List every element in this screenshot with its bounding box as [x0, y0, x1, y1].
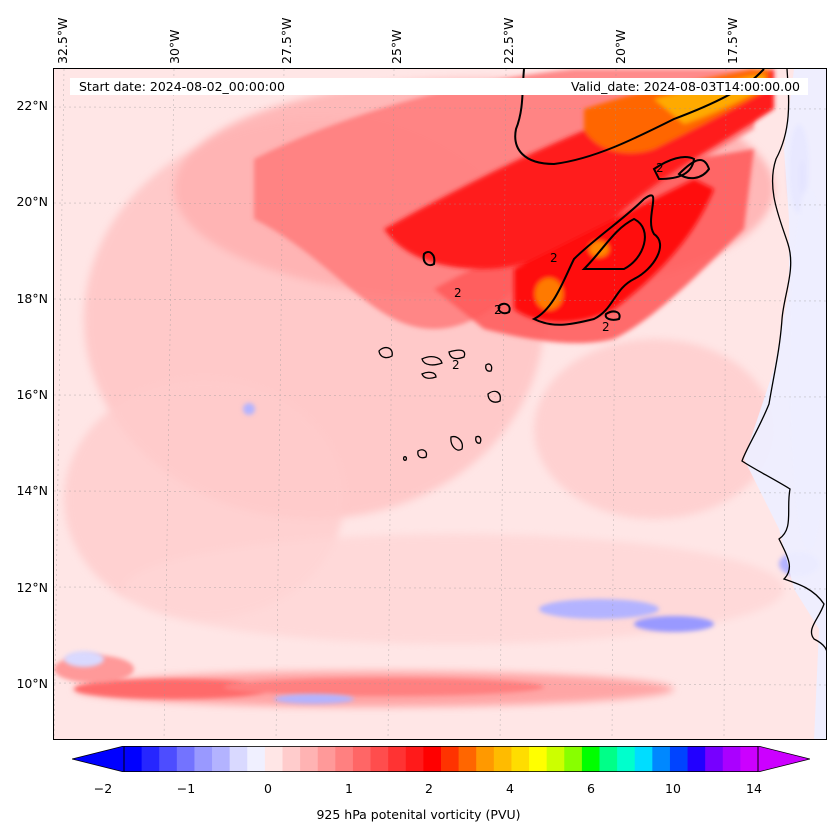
colorbar-cell	[141, 746, 160, 772]
colorbar-cells	[124, 746, 759, 772]
contour-label: 2	[494, 303, 502, 317]
colorbar-tick: −1	[176, 781, 196, 796]
lat-label-10n: 10°N	[16, 676, 48, 691]
colorbar-tick: 14	[746, 781, 762, 796]
colorbar-cell	[687, 746, 706, 772]
lat-label-14n: 14°N	[16, 483, 48, 498]
colorbar-cell	[264, 746, 284, 772]
lat-label-22n: 22°N	[16, 98, 48, 113]
lon-label-27-5w: 27.5°W	[279, 17, 294, 64]
colorbar-tick: −2	[93, 781, 113, 796]
lon-label-22-5w: 22.5°W	[501, 17, 516, 64]
cape-verde-islands	[378, 346, 501, 461]
colorbar-cell	[159, 746, 178, 772]
colorbar-cell	[352, 746, 372, 772]
colorbar-cell	[194, 746, 213, 772]
lon-label-32-5w: 32.5°W	[55, 17, 70, 64]
lon-label-30w: 30°W	[167, 29, 182, 64]
colorbar-cell	[335, 746, 354, 772]
contour-label: 2	[452, 358, 460, 372]
colorbar-cell	[388, 746, 407, 772]
colorbar-min-arrow	[72, 746, 125, 772]
colorbar-cell	[493, 746, 513, 772]
lon-label-25w: 25°W	[389, 29, 404, 64]
colorbar-label: 925 hPa potenital vorticity (PVU)	[316, 807, 521, 822]
colorbar-cell	[458, 746, 477, 772]
colorbar-cell	[511, 746, 530, 772]
contour-label: 2	[454, 286, 462, 300]
lat-label-16n: 16°N	[16, 387, 48, 402]
colorbar-cell	[441, 746, 460, 772]
colorbar-cell	[370, 746, 389, 772]
colorbar-cell	[317, 746, 336, 772]
colorbar-cell	[423, 746, 442, 772]
colorbar-cell	[652, 746, 671, 772]
colorbar-cell	[599, 746, 618, 772]
pv-field: 2 2 2 2 2 2	[54, 69, 826, 739]
colorbar-outline	[123, 746, 759, 772]
lat-label-18n: 18°N	[16, 291, 48, 306]
colorbar-tick: 2	[425, 781, 433, 796]
colorbar-cell	[529, 746, 548, 772]
lat-label-20n: 20°N	[16, 194, 48, 209]
contour-label: 2	[602, 320, 610, 334]
colorbar-tick: 0	[264, 781, 272, 796]
start-date: Start date: 2024-08-02_00:00:00	[79, 79, 285, 94]
colorbar-cell	[124, 746, 143, 772]
colorbar-cell	[247, 746, 266, 772]
colorbar-cell	[476, 746, 495, 772]
colorbar-cell	[617, 746, 636, 772]
colorbar-tick: 6	[587, 781, 595, 796]
colorbar-max-arrow	[757, 746, 810, 772]
contour-label: 2	[550, 251, 558, 265]
colorbar-cell	[300, 746, 319, 772]
colorbar-tick: 10	[665, 781, 681, 796]
colorbar-tick: 1	[345, 781, 353, 796]
africa-coastline	[741, 69, 826, 651]
colorbar-cell	[564, 746, 583, 772]
lat-label-12n: 12°N	[16, 580, 48, 595]
colorbar-cell	[705, 746, 724, 772]
colorbar-cell	[229, 746, 248, 772]
colorbar-cell	[282, 746, 301, 772]
colorbar-cell	[212, 746, 231, 772]
colorbar	[72, 746, 810, 772]
colorbar-cell	[546, 746, 565, 772]
africa-land	[744, 69, 826, 739]
date-info-bar: Start date: 2024-08-02_00:00:00 Valid_da…	[70, 78, 808, 95]
colorbar-cell	[669, 746, 689, 772]
valid-date: Valid_date: 2024-08-03T14:00:00.00	[570, 79, 800, 94]
contour-label: 2	[656, 161, 664, 175]
pv-map-panel: 2 2 2 2 2 2	[53, 68, 827, 740]
colorbar-cell	[176, 746, 196, 772]
lon-label-17-5w: 17.5°W	[725, 17, 740, 64]
colorbar-cell	[634, 746, 653, 772]
lon-label-20w: 20°W	[613, 29, 628, 64]
colorbar-tick: 4	[506, 781, 514, 796]
colorbar-cell	[581, 746, 601, 772]
colorbar-cell	[740, 746, 759, 772]
colorbar-cell	[405, 746, 424, 772]
pv-2-contours	[422, 69, 765, 326]
colorbar-cell	[722, 746, 741, 772]
